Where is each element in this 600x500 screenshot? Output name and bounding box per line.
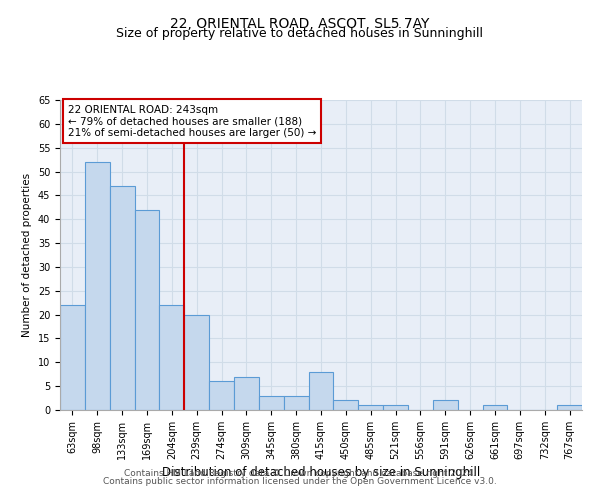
Bar bbox=[110, 186, 134, 410]
Bar bbox=[160, 305, 184, 410]
Bar bbox=[334, 400, 358, 410]
Text: Size of property relative to detached houses in Sunninghill: Size of property relative to detached ho… bbox=[116, 28, 484, 40]
Bar bbox=[259, 396, 284, 410]
Text: 22, ORIENTAL ROAD, ASCOT, SL5 7AY: 22, ORIENTAL ROAD, ASCOT, SL5 7AY bbox=[170, 18, 430, 32]
Text: Contains HM Land Registry data © Crown copyright and database right 2024.: Contains HM Land Registry data © Crown c… bbox=[124, 468, 476, 477]
Bar bbox=[209, 382, 234, 410]
X-axis label: Distribution of detached houses by size in Sunninghill: Distribution of detached houses by size … bbox=[162, 466, 480, 479]
Bar bbox=[383, 405, 408, 410]
Text: 22 ORIENTAL ROAD: 243sqm
← 79% of detached houses are smaller (188)
21% of semi-: 22 ORIENTAL ROAD: 243sqm ← 79% of detach… bbox=[68, 104, 316, 138]
Bar bbox=[308, 372, 334, 410]
Bar bbox=[358, 405, 383, 410]
Bar bbox=[557, 405, 582, 410]
Bar bbox=[234, 376, 259, 410]
Bar bbox=[60, 305, 85, 410]
Y-axis label: Number of detached properties: Number of detached properties bbox=[22, 173, 32, 337]
Bar bbox=[284, 396, 308, 410]
Bar bbox=[134, 210, 160, 410]
Text: Contains public sector information licensed under the Open Government Licence v3: Contains public sector information licen… bbox=[103, 477, 497, 486]
Bar bbox=[482, 405, 508, 410]
Bar bbox=[85, 162, 110, 410]
Bar bbox=[433, 400, 458, 410]
Bar bbox=[184, 314, 209, 410]
